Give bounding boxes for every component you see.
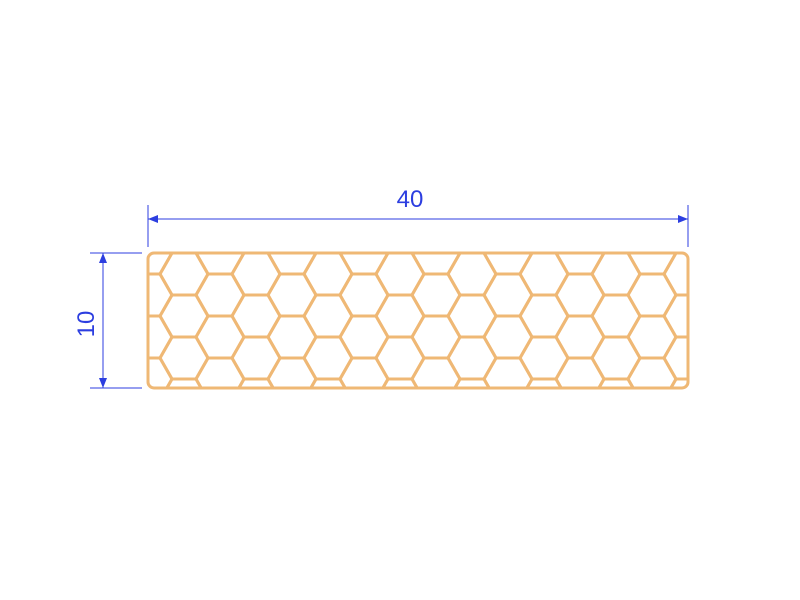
technical-drawing-svg: 40 10 [0,0,800,600]
dimension-width-label: 40 [397,186,424,213]
diagram-container: 40 10 [0,0,800,600]
honeycomb-pattern [124,190,748,442]
dimension-height-label: 10 [73,311,100,338]
